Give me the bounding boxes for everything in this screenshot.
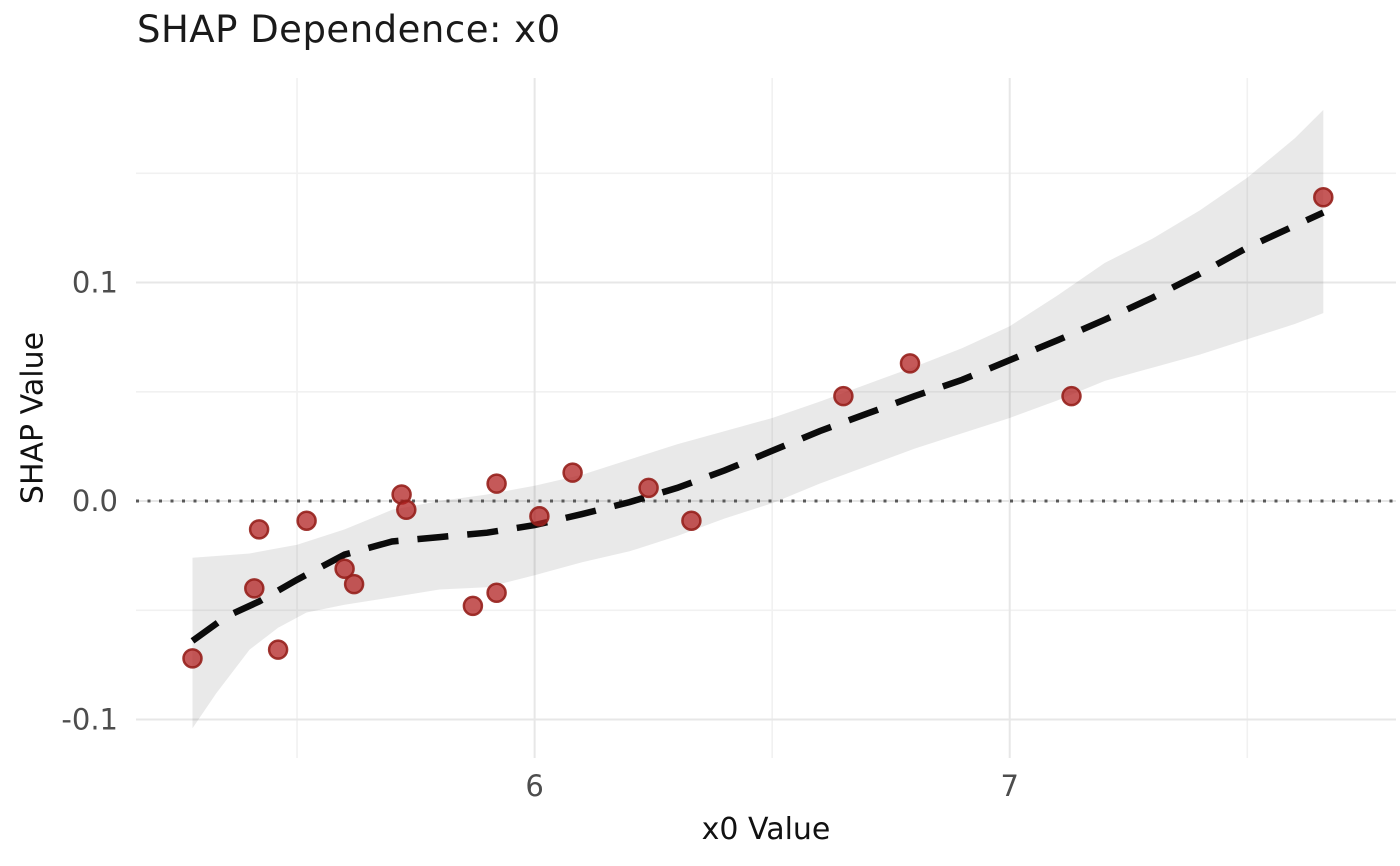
confidence-band — [192, 109, 1324, 729]
scatter-point — [343, 573, 365, 595]
y-axis-title: SHAP Value — [15, 331, 51, 505]
scatter-point — [396, 499, 417, 521]
y-tick-label: 0.1 — [72, 266, 118, 300]
scatter-point — [833, 385, 854, 407]
scatter-point — [681, 510, 702, 531]
scatter-point — [562, 462, 583, 483]
scatter-point — [182, 648, 203, 669]
scatter-point — [899, 353, 921, 374]
x-tick-label: 6 — [525, 769, 543, 803]
smooth-trend-line — [190, 209, 1325, 644]
scatter-point — [334, 558, 355, 580]
scatter-point — [638, 477, 659, 499]
scatter-point — [296, 510, 317, 531]
x-tick-label: 7 — [1001, 769, 1019, 803]
y-tick-label: -0.1 — [61, 703, 118, 737]
scatter-point — [462, 595, 484, 617]
x-axis-title: x0 Value — [701, 812, 831, 847]
scatter-point — [1061, 385, 1082, 407]
scatter-point — [486, 473, 507, 494]
scatter-point — [1313, 187, 1334, 208]
scatter-point — [267, 639, 289, 660]
chart-title: SHAP Dependence: x0 — [137, 8, 561, 51]
scatter-point — [248, 519, 270, 540]
scatter-point — [529, 506, 550, 527]
scatter-point — [486, 582, 507, 604]
y-tick-label: 0.0 — [72, 484, 118, 518]
scatter-point — [244, 578, 265, 599]
